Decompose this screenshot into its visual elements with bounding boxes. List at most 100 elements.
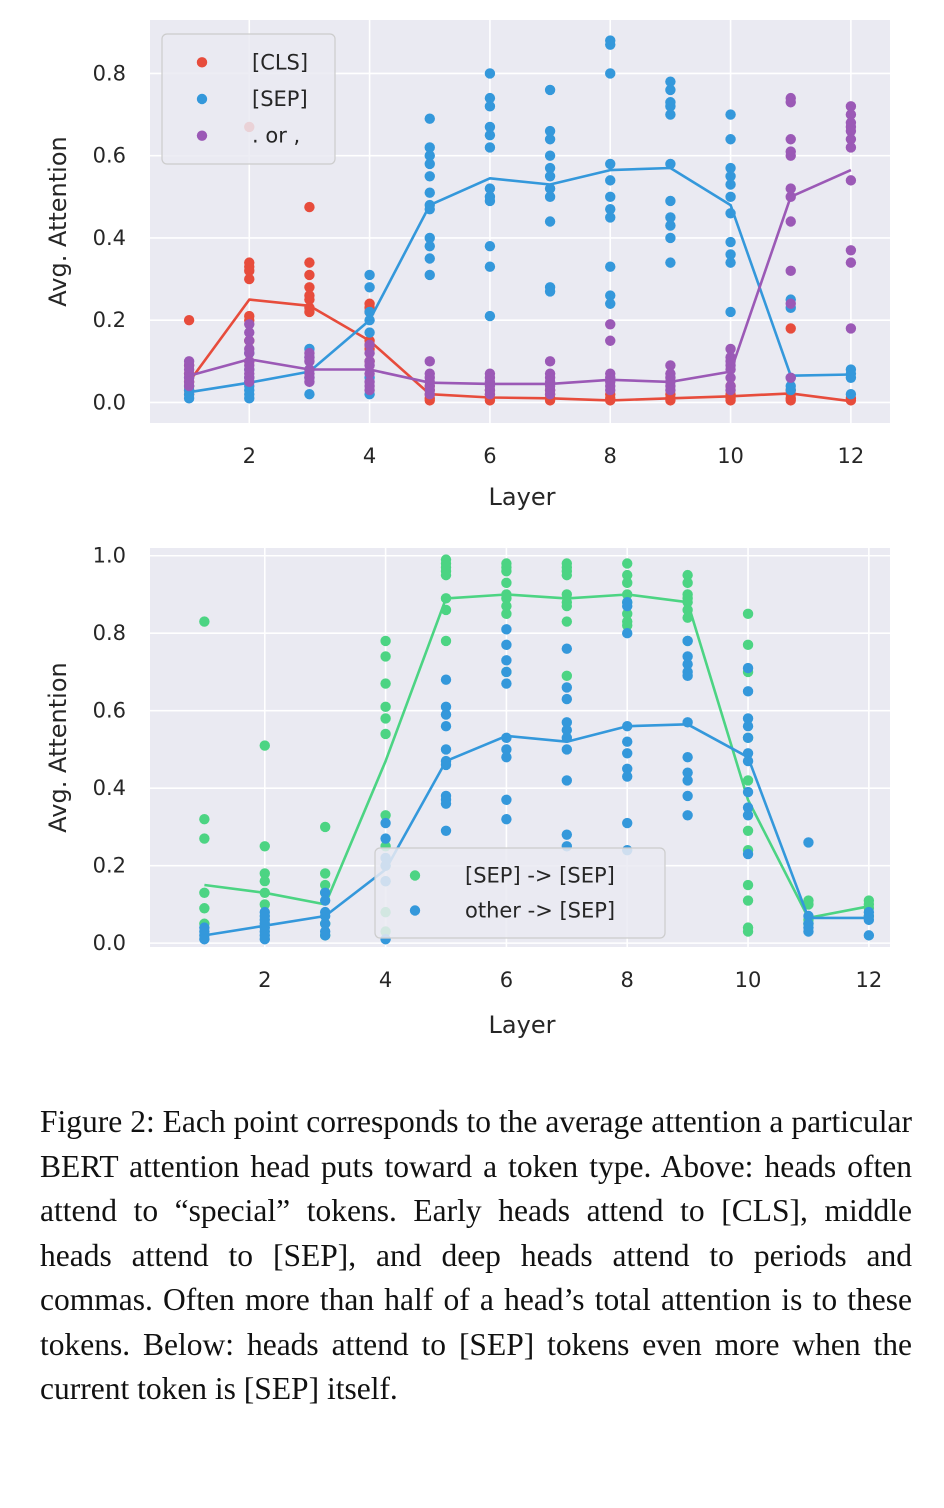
data-point [259, 899, 270, 910]
x-tick-label: 12 [838, 444, 865, 468]
data-point [199, 833, 210, 844]
data-point [742, 662, 754, 674]
data-point [665, 158, 676, 170]
data-point [319, 918, 331, 929]
data-point [244, 327, 255, 338]
data-point [199, 934, 210, 945]
data-point [244, 273, 255, 285]
data-point [682, 790, 693, 802]
data-point [484, 183, 496, 194]
data-point [259, 868, 270, 879]
y-tick-label: 0.6 [93, 144, 126, 168]
data-point [440, 798, 452, 809]
data-point [484, 195, 496, 207]
data-point [785, 395, 796, 406]
y-tick-label: 0.4 [93, 776, 126, 800]
y-tick-label: 0.0 [93, 931, 126, 955]
legend-label: other -> [SEP] [465, 899, 615, 923]
data-point [199, 616, 210, 627]
data-point [501, 566, 512, 577]
data-point [484, 101, 496, 112]
data-point [380, 651, 391, 662]
data-point [665, 360, 676, 371]
data-point [622, 763, 633, 775]
data-point [304, 269, 315, 281]
data-point [742, 879, 754, 891]
x-tick-label: 4 [379, 968, 392, 992]
data-point [501, 655, 512, 666]
data-point [605, 203, 616, 215]
data-point [863, 930, 875, 941]
data-point [665, 76, 676, 87]
data-point [742, 802, 754, 813]
x-tick-label: 8 [604, 444, 617, 468]
data-point [364, 269, 375, 281]
data-point [682, 577, 693, 589]
data-point [501, 794, 512, 805]
data-point [682, 635, 693, 647]
data-point [364, 339, 375, 351]
data-point [845, 245, 857, 256]
data-point [199, 903, 210, 914]
data-point [665, 195, 676, 207]
data-point [785, 323, 796, 334]
data-point [742, 848, 754, 860]
data-point [742, 786, 754, 798]
x-tick-label: 6 [500, 968, 513, 992]
legend-box [374, 847, 666, 939]
data-point [622, 608, 633, 620]
data-point [380, 635, 391, 647]
data-point [665, 220, 676, 231]
data-point [259, 740, 270, 751]
figure: 0.0 0.2 0.4 0.6 0.8 2 4 6 8 10 12 Layer Avg. Attenti… [44, 20, 890, 1039]
legend-label: [CLS] [252, 50, 308, 74]
data-point [304, 201, 315, 213]
data-point [183, 314, 195, 326]
data-point [605, 384, 616, 396]
y-axis-label: Avg. Attention [44, 136, 72, 306]
data-point [424, 187, 435, 198]
chart-2: 0.0 0.2 0.4 0.6 0.8 1.0 2 4 6 8 10 12 Layer Avg. Atte… [44, 544, 890, 1039]
data-point [725, 372, 736, 383]
data-point [725, 134, 736, 145]
x-tick-label: 2 [243, 444, 256, 468]
data-point [501, 678, 512, 689]
data-point [304, 389, 315, 400]
data-point [845, 323, 857, 334]
data-point [785, 384, 796, 396]
data-point [440, 720, 452, 732]
data-point [501, 577, 512, 589]
figure-caption: Figure 2: Each point corresponds to the … [40, 1104, 912, 1406]
data-point [605, 335, 616, 346]
data-point [682, 810, 693, 821]
data-point [199, 887, 210, 898]
data-point [544, 171, 556, 182]
legend: [SEP] -> [SEP] other -> [SEP] [374, 847, 666, 939]
data-point [424, 150, 435, 161]
data-point [364, 327, 375, 338]
data-point [742, 732, 754, 744]
data-point [725, 384, 736, 396]
data-point [803, 926, 814, 937]
data-point [440, 709, 452, 720]
mean-line [188, 166, 851, 394]
data-point [605, 261, 616, 272]
data-point [440, 701, 452, 713]
y-tick-label: 0.0 [93, 390, 126, 414]
data-point [561, 693, 573, 705]
data-point [682, 659, 693, 670]
data-point [725, 395, 736, 406]
x-tick-label: 10 [717, 444, 744, 468]
data-point [725, 171, 736, 182]
data-point [440, 569, 452, 581]
data-point [785, 372, 796, 383]
data-point [785, 265, 796, 277]
legend-marker [409, 905, 421, 916]
data-point [544, 356, 556, 367]
data-point [845, 125, 857, 137]
data-point [863, 914, 875, 926]
data-point [484, 389, 496, 400]
data-point [605, 39, 616, 50]
data-point [380, 713, 391, 724]
data-point [665, 384, 676, 396]
